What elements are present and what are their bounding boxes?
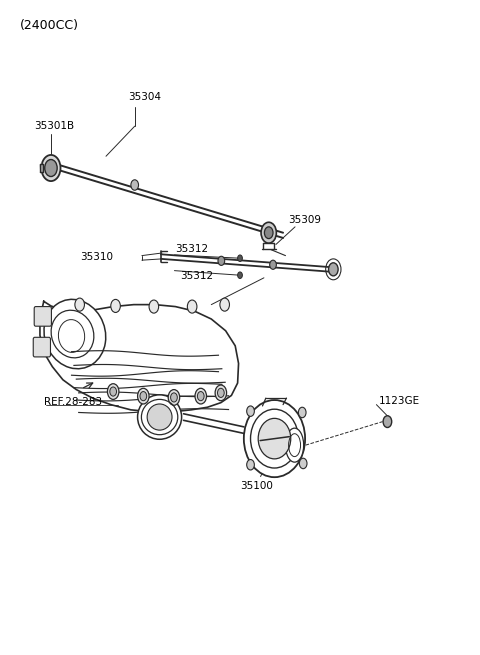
Circle shape: [247, 406, 254, 417]
Circle shape: [140, 392, 147, 401]
Circle shape: [138, 388, 149, 404]
Text: REF.28-283: REF.28-283: [44, 398, 102, 407]
Circle shape: [328, 263, 338, 276]
Circle shape: [111, 299, 120, 312]
Text: 35312: 35312: [175, 244, 208, 253]
Circle shape: [264, 227, 273, 238]
Circle shape: [220, 298, 229, 311]
Circle shape: [170, 393, 177, 402]
Ellipse shape: [147, 404, 172, 430]
Circle shape: [75, 298, 84, 311]
Ellipse shape: [138, 395, 181, 440]
Circle shape: [131, 179, 139, 190]
Circle shape: [299, 407, 306, 418]
Circle shape: [187, 300, 197, 313]
Circle shape: [45, 160, 57, 176]
Circle shape: [270, 260, 276, 269]
Circle shape: [247, 460, 254, 470]
Ellipse shape: [286, 428, 304, 462]
Text: 35301B: 35301B: [34, 121, 74, 132]
FancyBboxPatch shape: [34, 307, 51, 326]
Circle shape: [195, 388, 206, 404]
Circle shape: [383, 416, 392, 428]
Circle shape: [218, 256, 225, 265]
Polygon shape: [40, 301, 239, 412]
Circle shape: [215, 385, 227, 401]
Ellipse shape: [44, 299, 106, 369]
Text: 1123GE: 1123GE: [379, 396, 420, 406]
Circle shape: [149, 300, 158, 313]
Text: 35310: 35310: [80, 252, 113, 262]
Circle shape: [238, 255, 242, 261]
Text: 35100: 35100: [240, 481, 273, 491]
Ellipse shape: [258, 419, 291, 459]
Text: 35312: 35312: [180, 271, 213, 280]
Circle shape: [41, 155, 60, 181]
Text: 35304: 35304: [128, 92, 161, 102]
Circle shape: [168, 390, 180, 405]
Circle shape: [108, 384, 119, 400]
Ellipse shape: [51, 310, 94, 358]
Ellipse shape: [244, 400, 305, 477]
FancyBboxPatch shape: [33, 337, 50, 357]
Circle shape: [217, 388, 224, 398]
Circle shape: [197, 392, 204, 401]
Circle shape: [238, 272, 242, 278]
Text: 35309: 35309: [288, 215, 321, 225]
Circle shape: [110, 387, 117, 396]
Circle shape: [300, 458, 307, 469]
Circle shape: [261, 222, 276, 243]
Text: (2400CC): (2400CC): [20, 19, 79, 32]
